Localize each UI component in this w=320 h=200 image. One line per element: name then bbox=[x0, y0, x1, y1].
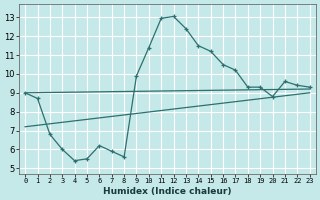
X-axis label: Humidex (Indice chaleur): Humidex (Indice chaleur) bbox=[103, 187, 232, 196]
